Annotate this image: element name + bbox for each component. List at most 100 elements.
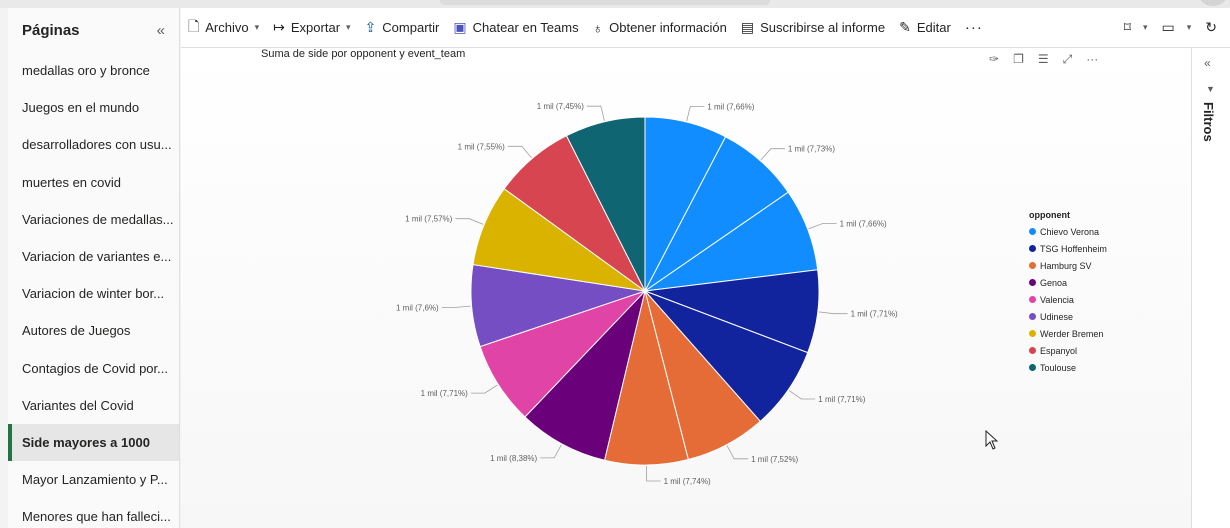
page-tab[interactable]: Menores que han falleci... [22,509,171,525]
page-tab[interactable]: Variacion de winter bor... [22,286,165,302]
subscribe-label: Suscribirse al informe [760,20,886,35]
pie-slice[interactable] [524,289,646,461]
expand-filters-icon[interactable]: « [1204,56,1211,70]
leader-line [646,465,661,482]
view-button[interactable]: ▭ ▾ [1155,8,1199,48]
leader-line [808,223,837,230]
pin-icon[interactable]: ✑ [989,52,1000,66]
legend-item[interactable]: Udinese [1029,308,1107,325]
legend-item[interactable]: Espanyol [1029,342,1107,359]
collapse-pages-icon[interactable]: « [156,21,165,39]
page-tab[interactable]: Autores de Juegos [22,323,131,339]
data-label: 1 mil (8,38%) [490,454,537,463]
legend-item[interactable]: Chievo Verona [1029,223,1107,240]
data-label: 1 mil (7,71%) [851,310,898,319]
visual-header-tools: ✑ ❐ ☰ ⤢ ··· [989,52,1098,67]
subscribe-button[interactable]: ▤ Suscribirse al informe [734,8,892,48]
teams-button[interactable]: ▣ Chatear en Teams [446,8,585,48]
file-icon: 🗋 [188,17,200,34]
edit-label: Editar [916,20,951,35]
leader-line [818,311,848,315]
legend-item[interactable]: TSG Hoffenheim [1029,240,1107,257]
legend-label: Espanyol [1040,345,1078,356]
data-label: 1 mil (7,55%) [458,142,505,151]
data-label: 1 mil (7,45%) [537,102,584,111]
chevron-down-icon: ▾ [254,22,260,32]
legend-label: Werder Bremen [1040,328,1104,339]
pie-slice[interactable] [565,116,646,292]
leader-line [441,305,471,308]
legend-swatch [1029,279,1036,286]
bookmark-icon: ⌑ [1123,19,1131,35]
leader-line [586,105,605,121]
page-list: medallas oro y bronce Juegos en el mundo d… [8,52,179,528]
legend-label: Valencia [1040,294,1074,305]
compartir-label: Compartir [382,20,440,35]
chart-legend: opponent Chievo Verona TSG Hoffenheim Hamb… [1029,210,1107,376]
legend-swatch [1029,296,1036,303]
leader-line [760,148,785,161]
filter-icon[interactable]: ☰ [1037,52,1049,66]
leader-line [455,218,484,225]
more-options-button[interactable]: ··· [964,19,983,36]
focus-mode-icon[interactable]: ⤢ [1062,52,1073,66]
leader-line [788,390,816,400]
page-tab[interactable]: medallas oro y bronce [22,63,150,79]
legend-item[interactable]: Werder Bremen [1029,325,1107,342]
chart-title: Suma de side por opponent y event_team [261,48,466,60]
legend-item[interactable]: Genoa [1029,274,1107,291]
teams-icon: ▣ [453,19,467,35]
exportar-menu[interactable]: ↦ Exportar ▾ [266,8,357,48]
page-tab[interactable]: Variantes del Covid [22,397,134,413]
edit-button[interactable]: ✎ Editar [892,8,958,48]
page-tab[interactable]: Contagios de Covid por... [22,360,168,376]
data-label: 1 mil (7,52%) [751,455,798,464]
more-options-icon[interactable]: ··· [1086,52,1099,66]
info-button[interactable]: ♁ Obtener información [586,8,734,48]
subscribe-icon: ▤ [740,19,755,35]
page-tab[interactable]: desarrolladores con usu... [22,137,172,153]
refresh-button[interactable]: ↻ [1198,8,1230,48]
page-tab[interactable]: Variaciones de medallas... [22,211,174,227]
pie-chart: 1 mil (7,66%) 1 mil (7,73%) 1 mil (7,66%) 1… [396,102,898,486]
data-label: 1 mil (7,74%) [664,477,711,486]
data-label: 1 mil (7,73%) [788,145,835,154]
info-label: Obtener información [609,20,727,35]
refresh-corner [1198,0,1228,6]
chevron-down-icon: ▾ [1186,22,1192,32]
legend-item[interactable]: Toulouse [1029,359,1107,376]
page-tab[interactable]: Mayor Lanzamiento y P... [22,472,168,488]
legend-item[interactable]: Valencia [1029,291,1107,308]
leader-line [507,145,532,159]
data-label: 1 mil (7,66%) [707,103,754,112]
pages-pane: Páginas « medallas oro y bronce Juegos en… [8,8,180,528]
report-canvas: 1 mil (7,66%) 1 mil (7,73%) 1 mil (7,66%) 1… [181,48,1191,528]
compartir-button[interactable]: ⇪ Compartir [358,8,447,48]
filters-label[interactable]: Filtros [1201,102,1216,142]
filter-funnel-icon: ▼ [1206,84,1215,94]
data-label: 1 mil (7,71%) [421,389,468,398]
teams-label: Chatear en Teams [472,20,579,35]
mouse-cursor-icon [985,430,999,450]
page-tab[interactable]: Variacion de variantes e... [22,249,172,265]
legend-label: Hamburg SV [1040,260,1092,271]
share-icon: ⇪ [364,19,377,35]
legend-label: Udinese [1040,311,1074,322]
view-icon: ▭ [1161,19,1175,35]
refresh-icon: ↻ [1205,19,1217,35]
archivo-menu[interactable]: 🗋 Archivo ▾ [181,8,266,48]
legend-swatch [1029,330,1036,337]
legend-item[interactable]: Hamburg SV [1029,257,1107,274]
page-tab[interactable]: Side mayores a 1000 [8,423,179,462]
legend-label: Toulouse [1040,362,1077,373]
leader-line [540,444,562,459]
copy-icon[interactable]: ❐ [1013,52,1024,66]
page-tab[interactable]: muertes en covid [22,174,121,190]
pencil-icon: ✎ [899,19,911,35]
page-tab[interactable]: Juegos en el mundo [22,100,140,116]
legend-swatch [1029,262,1036,269]
legend-swatch [1029,364,1036,371]
leader-line [470,384,498,394]
leader-line [726,445,749,460]
bookmark-button[interactable]: ⌑ ▾ [1117,8,1155,48]
